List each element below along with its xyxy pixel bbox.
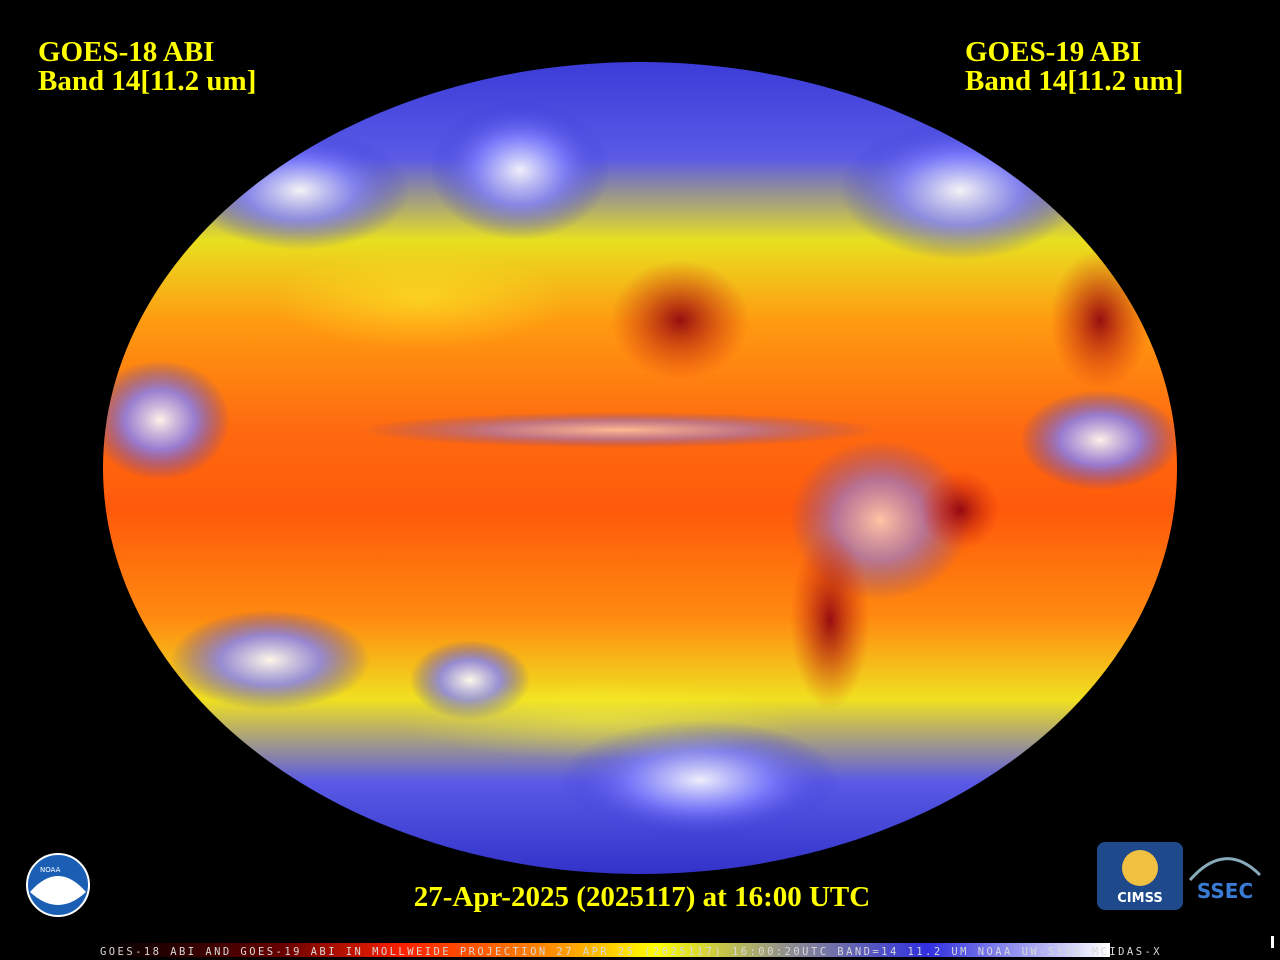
left-subtitle: Band 14[11.2 um] <box>38 65 256 97</box>
marker <box>1271 936 1274 948</box>
logo-text: CIMSS <box>1117 891 1162 906</box>
color-bar <box>100 943 1110 957</box>
moist-region <box>270 250 570 350</box>
warm-land <box>610 260 750 380</box>
right-title: GOES-19 ABI <box>965 36 1141 68</box>
timestamp: 27-Apr-2025 (2025117) at 16:00 UTC <box>414 881 870 913</box>
itcz-clouds <box>360 412 880 448</box>
cloud-system <box>103 360 230 480</box>
logo-text: SSEC <box>1197 879 1253 903</box>
warm-land <box>920 470 1000 550</box>
moist-region <box>400 680 800 760</box>
logo-wave <box>30 876 86 905</box>
ssec-logo: SSEC <box>1188 857 1262 903</box>
logo-text: NOAA <box>40 866 61 874</box>
right-subtitle: Band 14[11.2 um] <box>965 65 1183 97</box>
cimss-logo: CIMSS <box>1097 842 1183 910</box>
globe-image <box>103 62 1177 874</box>
warm-land <box>790 530 870 710</box>
cloud-system <box>1020 390 1177 490</box>
noaa-logo: NOAA <box>26 853 90 917</box>
cloud-system <box>170 610 370 710</box>
logo-arc <box>1188 857 1262 881</box>
footer-caption: GOES-18 ABI AND GOES-19 ABI IN MOLLWEIDE… <box>100 946 1160 958</box>
logo-emblem <box>1122 850 1158 886</box>
left-title: GOES-18 ABI <box>38 36 214 68</box>
cloud-system <box>430 100 610 240</box>
